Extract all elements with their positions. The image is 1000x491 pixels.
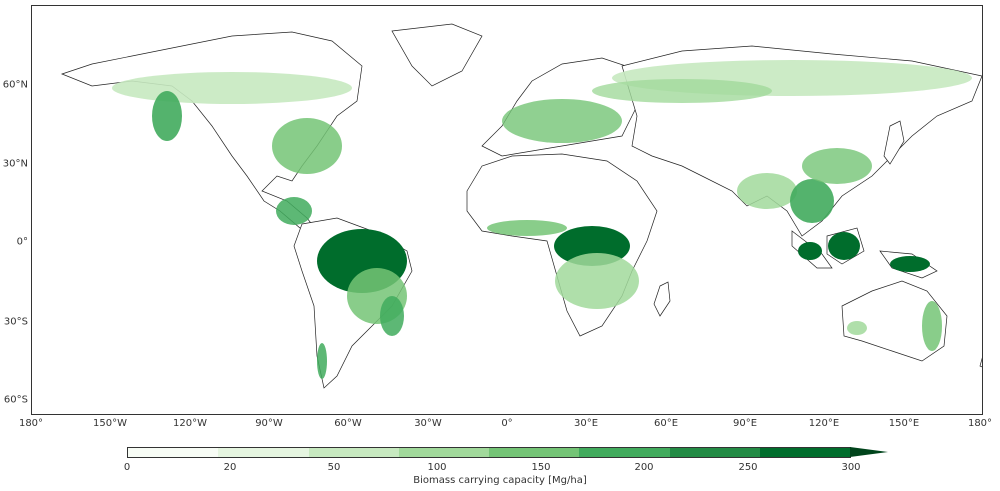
madagascar <box>653 281 671 317</box>
lat-label: 60°N <box>2 79 28 91</box>
colorbar <box>127 447 851 458</box>
central-america <box>276 197 312 225</box>
colorbar-tick: 200 <box>634 462 654 473</box>
eastern-us-forest <box>272 118 342 174</box>
lon-label: 30°E <box>573 418 599 429</box>
lon-label: 90°E <box>732 418 758 429</box>
africa-savanna <box>555 253 639 309</box>
lon-label: 30°W <box>414 418 442 429</box>
chile-forest <box>317 343 327 379</box>
colorbar-segment <box>579 448 670 457</box>
colorbar-segment <box>489 448 580 457</box>
colorbar-tick: 20 <box>223 462 237 473</box>
lon-label: 120°W <box>173 418 207 429</box>
lon-label: 180° <box>967 418 993 429</box>
pacific-northwest <box>152 91 182 141</box>
map-canvas <box>60 23 982 389</box>
lat-label: 30°S <box>3 316 28 328</box>
east-australia <box>922 301 942 351</box>
colorbar-tick: 150 <box>531 462 551 473</box>
lat-label: 30°N <box>2 158 28 170</box>
southeast-asia <box>790 179 834 223</box>
australia <box>841 280 948 362</box>
europe-forest <box>502 99 622 143</box>
colorbar-extend-arrow <box>850 447 888 457</box>
lon-label: 90°W <box>255 418 283 429</box>
greenland <box>391 23 483 87</box>
china-forest <box>802 148 872 184</box>
lon-label: 150°W <box>93 418 127 429</box>
colorbar-tick: 100 <box>427 462 447 473</box>
lon-label: 120°E <box>808 418 840 429</box>
south-asia <box>737 173 797 209</box>
russia-forest <box>592 79 772 103</box>
colorbar-segment <box>128 448 219 457</box>
colorbar-segment <box>398 448 489 457</box>
biomass-layer <box>112 60 972 379</box>
lon-label: 150°E <box>888 418 920 429</box>
lon-label: 180° <box>18 418 44 429</box>
colorbar-segment <box>669 448 760 457</box>
new-guinea-forest <box>890 256 930 272</box>
boreal-north-america <box>112 72 352 104</box>
west-africa <box>487 220 567 236</box>
colorbar-tick: 250 <box>738 462 758 473</box>
borneo-forest <box>828 232 860 260</box>
new-zealand <box>979 357 982 368</box>
colorbar-segment <box>308 448 399 457</box>
atlantic-forest <box>380 296 404 336</box>
lon-label: 60°W <box>334 418 362 429</box>
colorbar-title: Biomass carrying capacity [Mg/ha] <box>413 475 587 486</box>
lon-label: 60°E <box>653 418 679 429</box>
colorbar-segment <box>759 448 850 457</box>
colorbar-tick: 300 <box>841 462 861 473</box>
lon-label: 0° <box>501 418 513 429</box>
sw-australia <box>847 321 867 335</box>
colorbar-segment <box>218 448 309 457</box>
colorbar-tick: 50 <box>327 462 341 473</box>
lat-label: 0° <box>16 236 28 248</box>
japan <box>883 120 905 165</box>
colorbar-tick: 0 <box>123 462 131 473</box>
lat-label: 60°S <box>3 394 28 406</box>
world-map <box>31 5 983 415</box>
sumatra-forest <box>798 242 822 260</box>
